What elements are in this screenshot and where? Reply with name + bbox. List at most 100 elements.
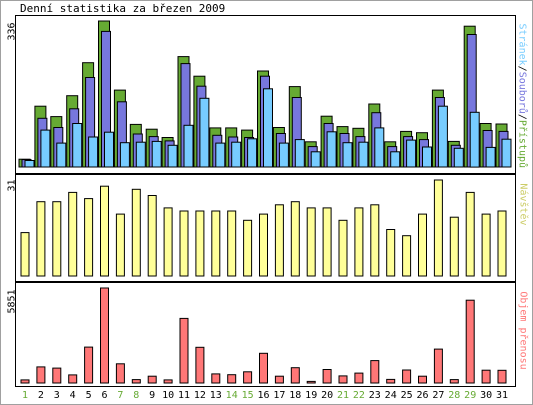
bar-navstev-day-14	[227, 210, 237, 277]
bar-navstev-day-4	[68, 191, 78, 277]
bar-Stránek-day-3	[56, 142, 67, 168]
bar-navstev-day-29	[465, 191, 475, 277]
bar-objem-day-28	[449, 379, 459, 384]
day-label-18: 18	[289, 390, 301, 401]
day-label-10: 10	[162, 390, 174, 401]
bar-navstev-day-26	[418, 213, 427, 277]
bar-navstev-day-10	[163, 207, 173, 277]
day-label-1: 1	[22, 390, 28, 401]
bar-navstev-day-13	[211, 210, 221, 277]
bar-objem-day-23	[370, 360, 380, 384]
bar-Stránek-day-13	[215, 142, 226, 168]
day-label-5: 5	[86, 390, 92, 401]
bar-navstev-day-24	[386, 229, 396, 277]
day-label-16: 16	[257, 390, 269, 401]
bar-objem-day-17	[274, 375, 284, 384]
bar-navstev-day-7	[115, 213, 125, 277]
day-label-6: 6	[101, 390, 107, 401]
bar-Stránek-day-21	[342, 142, 353, 168]
bar-navstev-day-17	[274, 204, 284, 277]
bar-objem-day-9	[147, 375, 157, 384]
bar-objem-day-22	[354, 372, 364, 384]
bar-navstev-day-5	[84, 198, 94, 277]
bar-Stránek-day-14	[231, 141, 242, 168]
bar-navstev-day-15	[243, 219, 253, 277]
bar-Stránek-day-27	[437, 105, 448, 168]
bar-Stránek-day-18	[294, 139, 305, 168]
bar-navstev-day-23	[370, 204, 380, 277]
day-label-24: 24	[385, 390, 397, 401]
day-label-19: 19	[305, 390, 317, 401]
day-label-15: 15	[242, 390, 254, 401]
bar-navstev-day-11	[179, 210, 189, 277]
bar-objem-day-4	[68, 374, 78, 384]
day-label-27: 27	[432, 390, 444, 401]
bar-objem-day-26	[418, 375, 427, 384]
bar-objem-day-16	[259, 352, 268, 384]
bar-objem-day-21	[338, 375, 348, 384]
bar-objem-day-24	[386, 378, 396, 384]
bar-objem-day-12	[195, 346, 205, 384]
bar-Stránek-day-8	[135, 141, 146, 168]
day-label-14: 14	[226, 390, 238, 401]
bar-navstev-day-9	[147, 195, 157, 277]
bar-objem-day-3	[52, 367, 62, 384]
bar-Stránek-day-25	[406, 139, 417, 168]
bar-objem-day-29	[465, 299, 475, 384]
bar-Stránek-day-17	[278, 142, 289, 168]
bar-Stránek-day-9	[151, 140, 162, 168]
day-label-2: 2	[38, 390, 44, 401]
bar-objem-day-6	[100, 287, 109, 384]
bar-objem-day-14	[227, 374, 237, 384]
bar-Stránek-day-2	[40, 129, 51, 168]
bar-navstev-day-16	[259, 213, 268, 277]
bar-Stránek-day-6	[104, 131, 114, 168]
bar-objem-day-8	[131, 379, 141, 384]
bar-Stránek-day-26	[422, 146, 432, 168]
chart-title: Denní statistika za březen 2009	[20, 2, 226, 15]
day-label-28: 28	[448, 390, 460, 401]
bar-objem-day-2	[36, 366, 46, 384]
bar-objem-day-7	[115, 363, 125, 384]
day-label-13: 13	[210, 390, 222, 401]
bar-Stránek-day-11	[183, 124, 194, 168]
day-label-3: 3	[54, 390, 60, 401]
bar-navstev-day-6	[100, 185, 109, 277]
bar-Stránek-day-16	[263, 88, 273, 168]
bar-Stránek-day-24	[390, 151, 401, 168]
day-label-7: 7	[117, 390, 123, 401]
bar-objem-day-30	[481, 369, 491, 384]
bar-navstev-day-8	[131, 188, 141, 277]
bar-Stránek-day-12	[199, 97, 210, 168]
bar-objem-day-31	[497, 369, 507, 384]
bar-Stránek-day-20	[326, 131, 337, 168]
bar-objem-day-27	[433, 348, 443, 384]
bar-Stránek-day-7	[119, 142, 130, 168]
bar-navstev-day-22	[354, 207, 364, 277]
bar-navstev-day-20	[322, 207, 332, 277]
day-label-31: 31	[496, 390, 508, 401]
bar-Stránek-day-1	[24, 160, 35, 168]
bar-Stránek-day-28	[453, 147, 464, 168]
bar-navstev-day-21	[338, 219, 348, 277]
day-label-22: 22	[353, 390, 365, 401]
day-label-29: 29	[464, 390, 476, 401]
bar-Stránek-day-4	[72, 123, 83, 168]
day-label-9: 9	[149, 390, 155, 401]
bar-objem-day-13	[211, 373, 221, 384]
bar-navstev-day-18	[290, 201, 300, 277]
bar-navstev-day-30	[481, 213, 491, 277]
bar-navstev-day-1	[20, 232, 30, 277]
bar-navstev-day-28	[449, 216, 459, 277]
day-label-30: 30	[480, 390, 492, 401]
bar-Stránek-day-15	[247, 138, 258, 168]
bar-objem-day-20	[322, 369, 332, 384]
bar-navstev-day-3	[52, 201, 62, 277]
bar-Stránek-day-22	[358, 141, 369, 168]
bar-Stránek-day-10	[167, 144, 178, 168]
bar-Stránek-day-31	[501, 138, 512, 168]
bar-Stránek-day-29	[469, 111, 480, 168]
day-label-26: 26	[416, 390, 428, 401]
bar-navstev-day-25	[402, 235, 412, 277]
